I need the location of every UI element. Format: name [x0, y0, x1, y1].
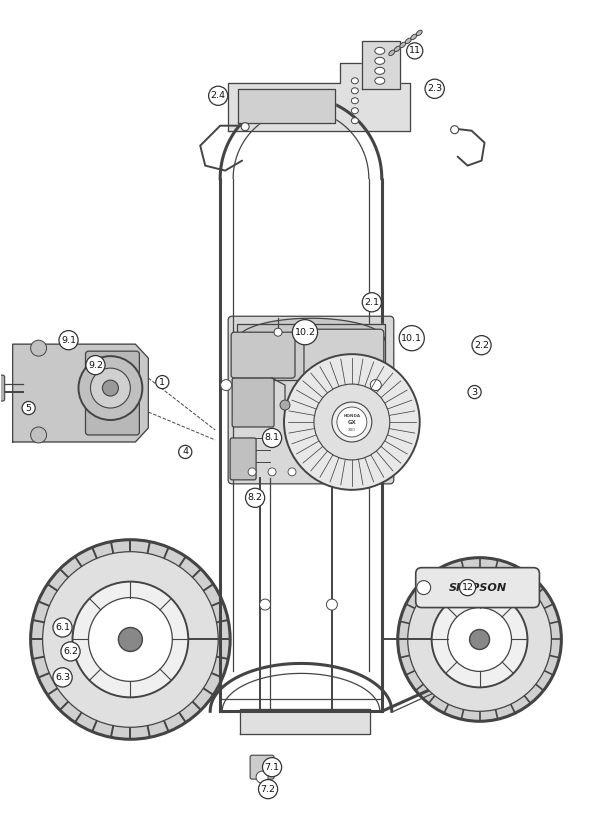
Polygon shape — [228, 63, 409, 131]
Text: 2.1: 2.1 — [364, 297, 379, 307]
Circle shape — [103, 380, 119, 396]
Text: 8.1: 8.1 — [264, 433, 280, 443]
FancyBboxPatch shape — [231, 332, 295, 378]
Circle shape — [288, 468, 296, 476]
Ellipse shape — [375, 47, 385, 55]
Text: 200: 200 — [348, 428, 356, 432]
Circle shape — [90, 368, 130, 408]
Circle shape — [31, 340, 47, 356]
Ellipse shape — [405, 38, 411, 44]
Text: 3: 3 — [471, 387, 478, 396]
Circle shape — [448, 607, 512, 671]
Circle shape — [371, 380, 381, 391]
Circle shape — [408, 568, 552, 711]
Text: HONDA: HONDA — [343, 414, 360, 418]
Ellipse shape — [411, 34, 417, 39]
Text: 12: 12 — [461, 583, 474, 592]
Circle shape — [280, 400, 290, 410]
Circle shape — [417, 580, 431, 595]
Ellipse shape — [352, 97, 358, 104]
Text: 10.2: 10.2 — [294, 328, 316, 337]
Ellipse shape — [352, 118, 358, 123]
Polygon shape — [238, 89, 335, 123]
Ellipse shape — [389, 50, 395, 55]
Circle shape — [332, 402, 372, 442]
Circle shape — [326, 599, 337, 610]
Circle shape — [221, 380, 232, 391]
Ellipse shape — [400, 42, 406, 48]
Circle shape — [88, 597, 172, 681]
FancyBboxPatch shape — [228, 316, 394, 484]
Circle shape — [470, 629, 490, 649]
Text: 1: 1 — [159, 378, 165, 386]
Ellipse shape — [375, 67, 385, 74]
Circle shape — [241, 123, 249, 131]
Circle shape — [260, 599, 271, 610]
Ellipse shape — [352, 108, 358, 113]
Circle shape — [268, 468, 276, 476]
Text: 4: 4 — [182, 448, 188, 456]
Ellipse shape — [416, 30, 422, 35]
FancyBboxPatch shape — [232, 378, 274, 427]
Text: 6.3: 6.3 — [55, 673, 70, 682]
FancyBboxPatch shape — [250, 755, 274, 780]
Circle shape — [78, 356, 142, 420]
Circle shape — [398, 558, 561, 722]
Text: SIMPSON: SIMPSON — [448, 583, 507, 592]
Polygon shape — [240, 709, 370, 734]
FancyBboxPatch shape — [304, 329, 384, 382]
Circle shape — [337, 407, 367, 437]
Text: 9.1: 9.1 — [61, 336, 76, 344]
Ellipse shape — [352, 88, 358, 94]
Text: GX: GX — [348, 421, 356, 426]
Text: 10.1: 10.1 — [401, 333, 422, 343]
Text: 2.3: 2.3 — [427, 84, 442, 93]
Text: 6.1: 6.1 — [55, 623, 70, 632]
Ellipse shape — [352, 78, 358, 84]
Circle shape — [119, 627, 142, 652]
Ellipse shape — [375, 77, 385, 84]
Ellipse shape — [394, 46, 400, 51]
Text: 2.4: 2.4 — [211, 92, 226, 100]
Circle shape — [73, 581, 188, 697]
Text: 6.2: 6.2 — [63, 647, 78, 656]
Text: 11: 11 — [409, 46, 421, 55]
Polygon shape — [12, 344, 148, 442]
Circle shape — [248, 468, 256, 476]
Circle shape — [432, 591, 527, 687]
Circle shape — [451, 126, 458, 134]
FancyBboxPatch shape — [0, 375, 5, 401]
FancyBboxPatch shape — [416, 568, 539, 607]
Text: 7.1: 7.1 — [264, 763, 280, 772]
Text: 2.2: 2.2 — [474, 341, 489, 349]
Circle shape — [314, 384, 390, 460]
Text: 5: 5 — [25, 403, 32, 412]
Circle shape — [284, 354, 419, 490]
Circle shape — [42, 552, 218, 727]
FancyBboxPatch shape — [86, 351, 139, 435]
Text: 9.2: 9.2 — [88, 360, 103, 370]
Circle shape — [31, 427, 47, 443]
Circle shape — [274, 328, 282, 336]
FancyBboxPatch shape — [230, 438, 256, 480]
Circle shape — [31, 540, 230, 739]
Polygon shape — [237, 324, 385, 380]
Text: 8.2: 8.2 — [248, 493, 263, 502]
Polygon shape — [362, 41, 400, 89]
Circle shape — [256, 771, 268, 783]
Text: 7.2: 7.2 — [261, 785, 276, 794]
Ellipse shape — [375, 57, 385, 65]
